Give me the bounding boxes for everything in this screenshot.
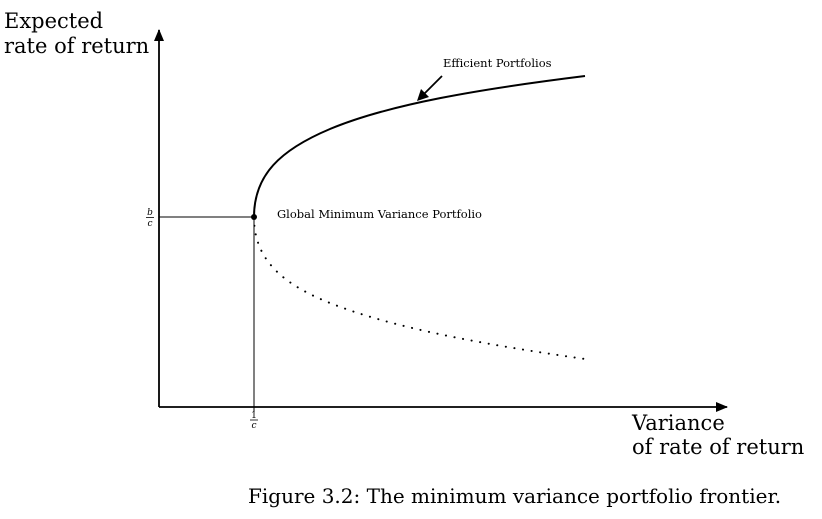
x-tick-label: 1 c [250,411,258,431]
frontier-diagram: Expected rate of return Variance of rate… [4,9,804,459]
y-axis-label-line2: rate of return [4,34,149,58]
efficient-arrow [417,75,443,101]
x-axis-label-line2: of rate of return [632,435,804,459]
y-tick-numerator: b [147,208,153,218]
x-tick-denominator: c [251,421,256,431]
gmv-point [251,214,257,220]
y-tick-label: b c [146,208,154,229]
x-axis-label-line1: Variance [631,411,725,435]
y-axis-label-line1: Expected [4,9,103,33]
efficient-frontier-curve [253,75,586,218]
y-tick-denominator: c [147,219,152,229]
inefficient-frontier-curve [253,216,586,360]
figure-caption: Figure 3.2: The minimum variance portfol… [248,484,782,508]
x-tick-numerator: 1 [251,411,257,421]
gmv-annotation: Global Minimum Variance Portfolio [277,207,482,221]
efficient-annotation: Efficient Portfolios [443,56,552,70]
